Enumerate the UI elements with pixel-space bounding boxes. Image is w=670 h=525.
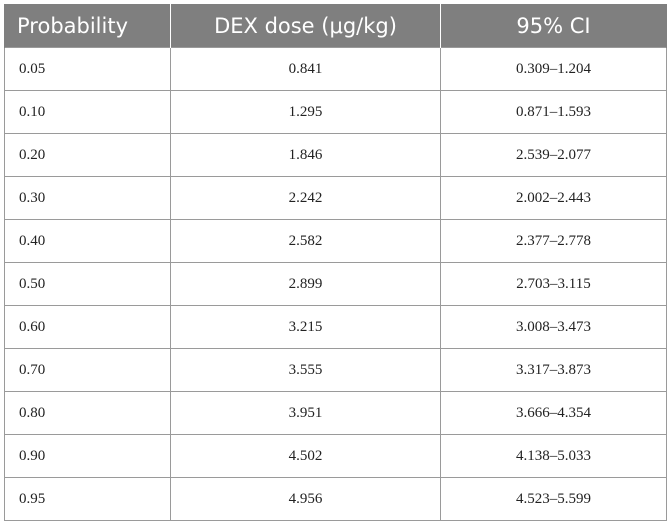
header-row: Probability DEX dose (μg/kg) 95% CI <box>4 4 667 48</box>
table-row: 0.20 1.846 2.539–2.077 <box>4 133 667 177</box>
table-row: 0.50 2.899 2.703–3.115 <box>4 262 667 306</box>
cell-probability: 0.70 <box>4 348 171 392</box>
cell-probability: 0.05 <box>4 47 171 91</box>
header-probability: Probability <box>4 4 171 48</box>
cell-95-ci: 2.703–3.115 <box>440 262 667 306</box>
cell-95-ci: 4.523–5.599 <box>440 477 667 521</box>
table-body: 0.05 0.841 0.309–1.204 0.10 1.295 0.871–… <box>4 47 667 521</box>
dose-probability-table: Probability DEX dose (μg/kg) 95% CI 0.05… <box>4 4 667 521</box>
cell-dex-dose: 2.899 <box>170 262 441 306</box>
cell-95-ci: 2.002–2.443 <box>440 176 667 220</box>
table-row: 0.80 3.951 3.666–4.354 <box>4 391 667 435</box>
cell-dex-dose: 1.295 <box>170 90 441 134</box>
cell-dex-dose: 3.215 <box>170 305 441 349</box>
cell-dex-dose: 3.555 <box>170 348 441 392</box>
cell-95-ci: 3.008–3.473 <box>440 305 667 349</box>
cell-probability: 0.60 <box>4 305 171 349</box>
header-dex-dose: DEX dose (μg/kg) <box>170 4 441 48</box>
table-row: 0.60 3.215 3.008–3.473 <box>4 305 667 349</box>
cell-probability: 0.90 <box>4 434 171 478</box>
cell-probability: 0.80 <box>4 391 171 435</box>
cell-probability: 0.50 <box>4 262 171 306</box>
cell-dex-dose: 4.502 <box>170 434 441 478</box>
cell-dex-dose: 2.242 <box>170 176 441 220</box>
cell-95-ci: 0.871–1.593 <box>440 90 667 134</box>
cell-dex-dose: 0.841 <box>170 47 441 91</box>
cell-95-ci: 3.317–3.873 <box>440 348 667 392</box>
table-row: 0.90 4.502 4.138–5.033 <box>4 434 667 478</box>
cell-95-ci: 2.377–2.778 <box>440 219 667 263</box>
cell-95-ci: 4.138–5.033 <box>440 434 667 478</box>
dose-probability-table-container: Probability DEX dose (μg/kg) 95% CI 0.05… <box>4 4 667 521</box>
cell-dex-dose: 1.846 <box>170 133 441 177</box>
cell-probability: 0.40 <box>4 219 171 263</box>
table-row: 0.95 4.956 4.523–5.599 <box>4 477 667 521</box>
cell-dex-dose: 2.582 <box>170 219 441 263</box>
cell-dex-dose: 3.951 <box>170 391 441 435</box>
cell-probability: 0.10 <box>4 90 171 134</box>
cell-95-ci: 0.309–1.204 <box>440 47 667 91</box>
table-row: 0.05 0.841 0.309–1.204 <box>4 47 667 91</box>
table-header: Probability DEX dose (μg/kg) 95% CI <box>4 4 667 48</box>
cell-probability: 0.30 <box>4 176 171 220</box>
cell-probability: 0.20 <box>4 133 171 177</box>
cell-95-ci: 3.666–4.354 <box>440 391 667 435</box>
cell-dex-dose: 4.956 <box>170 477 441 521</box>
table-row: 0.30 2.242 2.002–2.443 <box>4 176 667 220</box>
header-95-ci: 95% CI <box>440 4 667 48</box>
table-row: 0.10 1.295 0.871–1.593 <box>4 90 667 134</box>
table-row: 0.70 3.555 3.317–3.873 <box>4 348 667 392</box>
table-row: 0.40 2.582 2.377–2.778 <box>4 219 667 263</box>
cell-probability: 0.95 <box>4 477 171 521</box>
cell-95-ci: 2.539–2.077 <box>440 133 667 177</box>
